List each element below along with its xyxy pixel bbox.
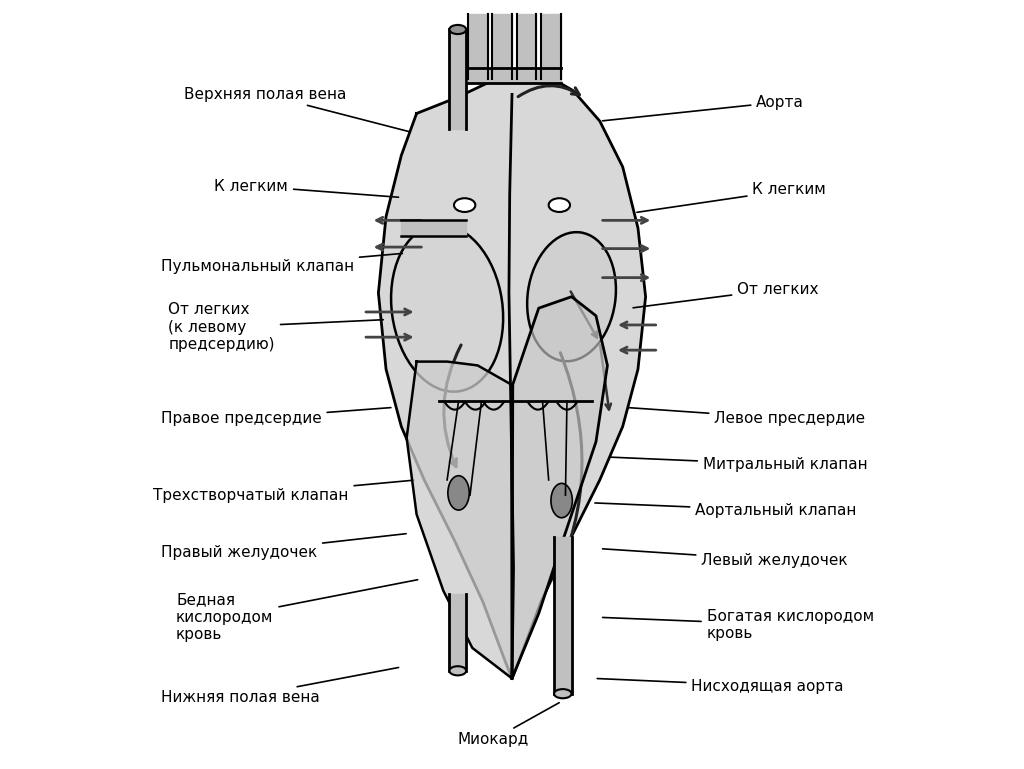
- Text: К легким: К легким: [214, 178, 398, 197]
- Text: От легких: От легких: [633, 281, 819, 308]
- Text: К легким: К легким: [637, 182, 826, 212]
- Ellipse shape: [450, 25, 466, 34]
- Ellipse shape: [391, 225, 503, 391]
- Text: Миокард: Миокард: [458, 703, 559, 747]
- Ellipse shape: [527, 232, 616, 361]
- Text: Бедная
кислородом
кровь: Бедная кислородом кровь: [176, 580, 418, 642]
- Ellipse shape: [549, 198, 570, 212]
- Text: Богатая кислородом
кровь: Богатая кислородом кровь: [602, 609, 873, 641]
- Ellipse shape: [450, 666, 466, 675]
- Text: Пульмональный клапан: Пульмональный клапан: [161, 254, 402, 274]
- Text: Левое пресдердие: Левое пресдердие: [628, 408, 865, 426]
- Polygon shape: [512, 297, 607, 678]
- Text: От легких
(к левому
предсердию): От легких (к левому предсердию): [169, 302, 383, 352]
- Text: Правое предсердие: Правое предсердие: [161, 408, 391, 426]
- Polygon shape: [407, 361, 512, 678]
- Ellipse shape: [447, 476, 469, 510]
- Text: Аорта: Аорта: [602, 95, 804, 121]
- Text: Верхняя полая вена: Верхняя полая вена: [183, 87, 410, 131]
- Text: Аортальный клапан: Аортальный клапан: [595, 503, 857, 518]
- Text: Нисходящая аорта: Нисходящая аорта: [597, 678, 844, 694]
- Ellipse shape: [554, 689, 571, 698]
- Polygon shape: [379, 72, 645, 678]
- Ellipse shape: [454, 198, 475, 212]
- Text: Трехстворчатый клапан: Трехстворчатый клапан: [154, 480, 414, 503]
- Text: Правый желудочек: Правый желудочек: [161, 534, 407, 560]
- Text: Левый желудочек: Левый желудочек: [602, 549, 848, 568]
- Text: Митральный клапан: Митральный клапан: [610, 457, 867, 472]
- Ellipse shape: [551, 484, 572, 518]
- Text: Нижняя полая вена: Нижняя полая вена: [161, 667, 398, 705]
